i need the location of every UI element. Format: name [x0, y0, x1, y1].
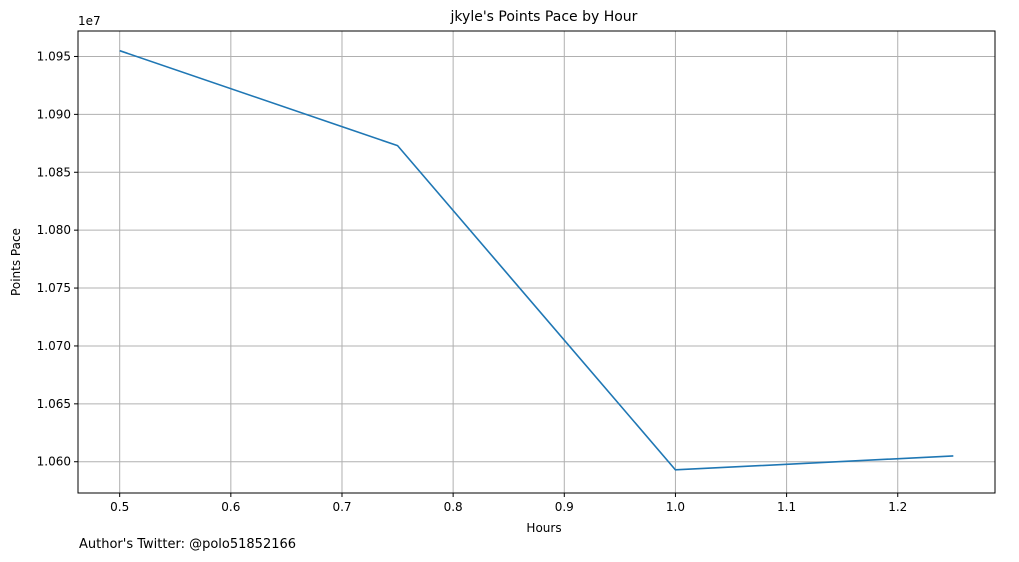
x-tick-label: 0.6 [221, 500, 240, 514]
x-tick-label: 0.5 [110, 500, 129, 514]
y-axis-ticks: 1.060 1.065 1.070 1.075 1.080 1.085 1.090 1.095 [37, 49, 78, 469]
y-tick-label: 1.090 [37, 107, 71, 121]
y-axis-offset-label: 1e7 [78, 14, 101, 28]
x-tick-label: 1.2 [888, 500, 907, 514]
y-tick-label: 1.095 [37, 49, 71, 63]
x-tick-label: 0.9 [555, 500, 574, 514]
y-tick-label: 1.080 [37, 223, 71, 237]
x-tick-label: 0.8 [444, 500, 463, 514]
series-line [119, 49, 954, 471]
x-axis-label: Hours [526, 521, 561, 535]
x-tick-label: 1.1 [777, 500, 796, 514]
plot-frame [77, 30, 996, 494]
x-axis-ticks: 0.5 0.6 0.7 0.8 0.9 1.0 1.1 1.2 [110, 493, 907, 514]
author-caption: Author's Twitter: @polo51852166 [79, 537, 297, 552]
grid [78, 31, 995, 493]
y-tick-label: 1.060 [37, 455, 71, 469]
y-axis-label: Points Pace [9, 228, 23, 296]
y-tick-label: 1.070 [37, 339, 71, 353]
y-tick-label: 1.065 [37, 397, 71, 411]
chart-title: jkyle's Points Pace by Hour [450, 9, 638, 25]
x-tick-label: 0.7 [332, 500, 351, 514]
y-tick-label: 1.085 [37, 165, 71, 179]
series-layer [119, 49, 954, 471]
y-tick-label: 1.075 [37, 281, 71, 295]
x-tick-label: 1.0 [666, 500, 685, 514]
